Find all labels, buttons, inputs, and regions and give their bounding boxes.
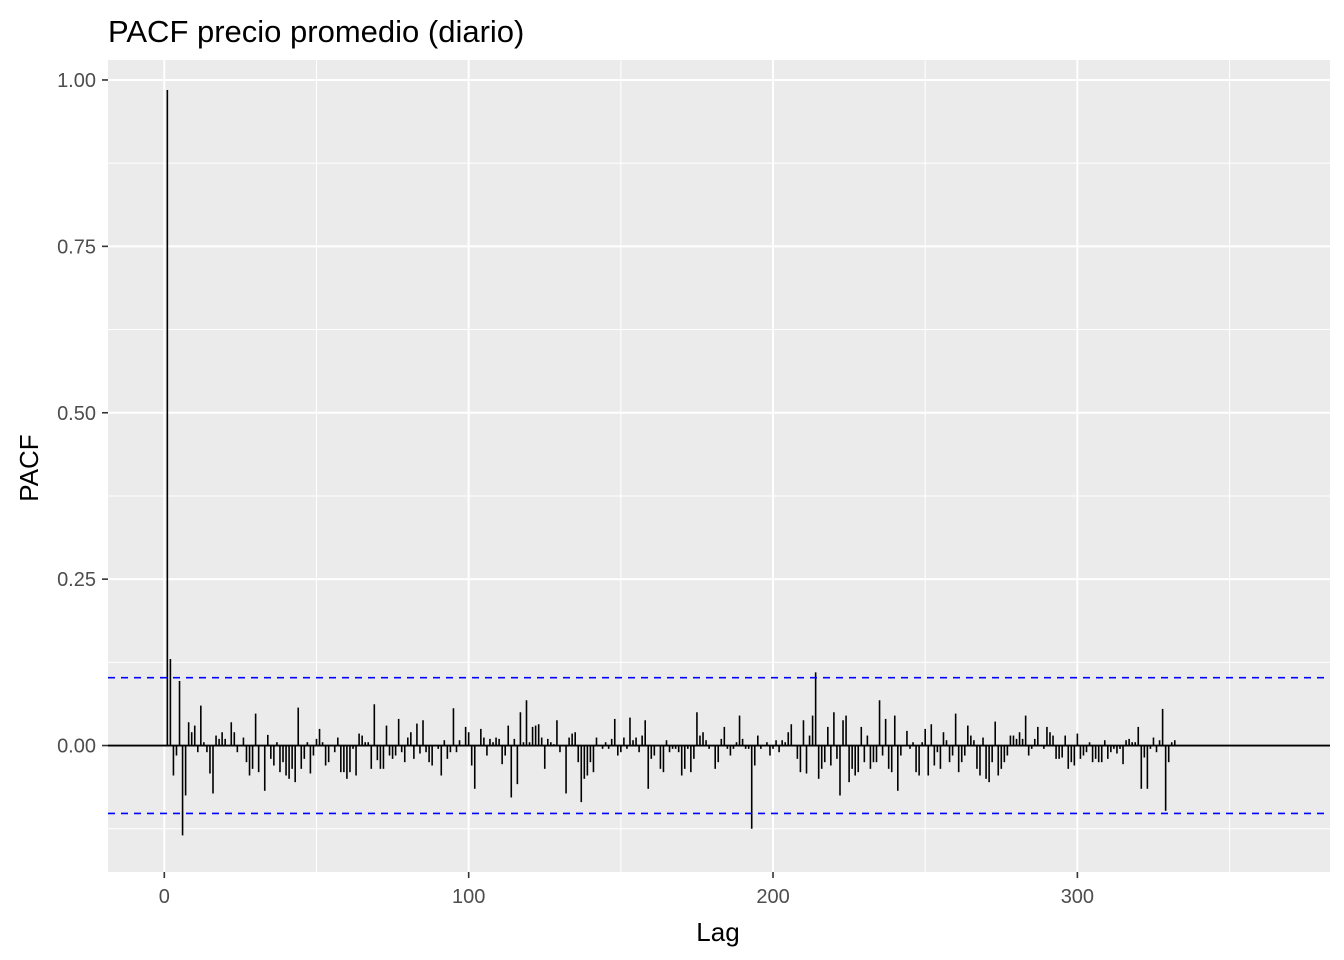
x-tick-label: 300 [1061,886,1094,908]
y-tick-label: 0.25 [57,569,96,591]
y-tick-label: 0.75 [57,236,96,258]
x-tick-label: 200 [756,886,789,908]
y-axis-title: PACF [14,434,44,501]
pacf-bars [166,89,1176,836]
y-tick-label: 0.50 [57,403,96,425]
axis-ticks: 0.00 0.25 0.50 0.75 1.00 0 100 200 300 [57,70,1094,908]
x-tick-label: 100 [452,886,485,908]
panel-background [108,60,1330,872]
reference-lines [108,676,1330,815]
plot-panel [108,60,1330,872]
y-tick-label: 0.00 [57,736,96,758]
chart-title: PACF precio promedio (diario) [108,14,524,49]
x-axis-title: Lag [696,917,739,947]
x-tick-label: 0 [159,886,170,908]
y-tick-label: 1.00 [57,70,96,92]
